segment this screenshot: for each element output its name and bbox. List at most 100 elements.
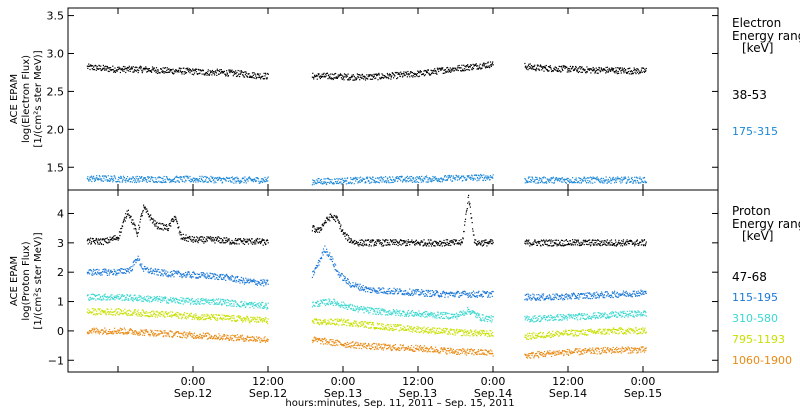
proton-point [533, 294, 535, 296]
electron-point [375, 73, 377, 75]
proton-point [481, 245, 483, 247]
electron-point [490, 64, 492, 66]
proton-point [332, 216, 334, 218]
proton-point [266, 279, 268, 281]
proton-point [114, 299, 116, 301]
proton-point [170, 220, 172, 222]
proton-point [205, 238, 207, 240]
electron-point [639, 182, 642, 184]
electron-point [607, 69, 609, 71]
proton-point [468, 295, 470, 297]
electron-point [487, 61, 489, 63]
electron-point [470, 64, 472, 66]
electron-point [347, 182, 349, 185]
electron-point [160, 181, 162, 183]
proton-point [142, 209, 144, 212]
proton-point [458, 243, 460, 245]
proton-point [626, 239, 628, 241]
electron-point [221, 178, 223, 180]
electron-point [528, 67, 530, 70]
proton-point [155, 296, 158, 298]
proton-point [380, 243, 383, 245]
electron-point [424, 69, 426, 72]
electron-point [477, 68, 479, 70]
electron-point [634, 68, 636, 71]
electron-point [354, 176, 356, 178]
proton-point [411, 290, 413, 292]
proton-point [479, 295, 481, 297]
electron-point [426, 70, 428, 72]
electron-point [264, 75, 266, 77]
proton-point [601, 244, 604, 246]
electron-point [396, 177, 398, 179]
electron-point [139, 67, 141, 69]
electron-point [353, 79, 355, 81]
proton-point [316, 302, 318, 304]
proton-point [594, 292, 596, 294]
electron-point [638, 182, 640, 184]
proton-point [610, 239, 613, 241]
electron-point [557, 69, 559, 71]
proton-point [389, 244, 391, 246]
electron-point [475, 63, 477, 65]
proton-point [578, 294, 580, 296]
proton-point [214, 239, 216, 241]
proton-point [575, 239, 577, 241]
electron-point [529, 66, 531, 68]
proton-point [351, 284, 354, 287]
proton-point [622, 241, 624, 243]
proton-point [184, 302, 186, 304]
proton-point [105, 299, 107, 301]
electron-point [188, 69, 190, 71]
proton-point [454, 295, 456, 297]
electron-point [628, 67, 630, 70]
proton-point [223, 302, 225, 304]
x-tick-label-date: Sep.14 [474, 387, 512, 400]
electron-point [369, 78, 371, 80]
proton-point [255, 243, 257, 245]
electron-point [264, 180, 266, 182]
proton-point [439, 240, 441, 242]
proton-point [244, 282, 246, 284]
proton-point [266, 280, 268, 282]
proton-point [489, 292, 492, 294]
proton-point [313, 270, 315, 272]
proton-point [443, 290, 445, 292]
proton-point [444, 242, 446, 244]
proton-point [174, 215, 176, 217]
proton-point [540, 296, 542, 298]
electron-point [617, 70, 619, 73]
proton-point [202, 272, 204, 274]
proton-point [392, 290, 394, 292]
proton-point [316, 300, 318, 302]
electron-y-tick-label: 1.5 [47, 161, 65, 174]
proton-point [93, 298, 95, 300]
electron-point [631, 176, 633, 179]
electron-point [151, 69, 153, 71]
electron-point [466, 178, 468, 180]
electron-point [543, 177, 545, 179]
electron-point [316, 182, 318, 184]
proton-point [634, 245, 636, 247]
electron-point [376, 73, 378, 75]
electron-point [148, 176, 150, 178]
proton-point [221, 304, 223, 306]
electron-point [89, 178, 91, 180]
electron-point [598, 67, 600, 69]
proton-point [322, 225, 325, 227]
proton-point [262, 301, 264, 303]
electron-point [422, 180, 425, 182]
electron-point [229, 177, 231, 179]
proton-point [197, 237, 199, 239]
proton-point [161, 228, 163, 230]
proton-point [93, 240, 95, 242]
electron-point [455, 68, 457, 70]
proton-point [207, 299, 209, 301]
electron-point [600, 178, 602, 180]
electron-point [625, 177, 627, 179]
proton-point [343, 233, 346, 235]
proton-point [252, 302, 254, 304]
electron-point [186, 69, 188, 71]
electron-point [635, 182, 637, 184]
electron-point [417, 176, 419, 178]
